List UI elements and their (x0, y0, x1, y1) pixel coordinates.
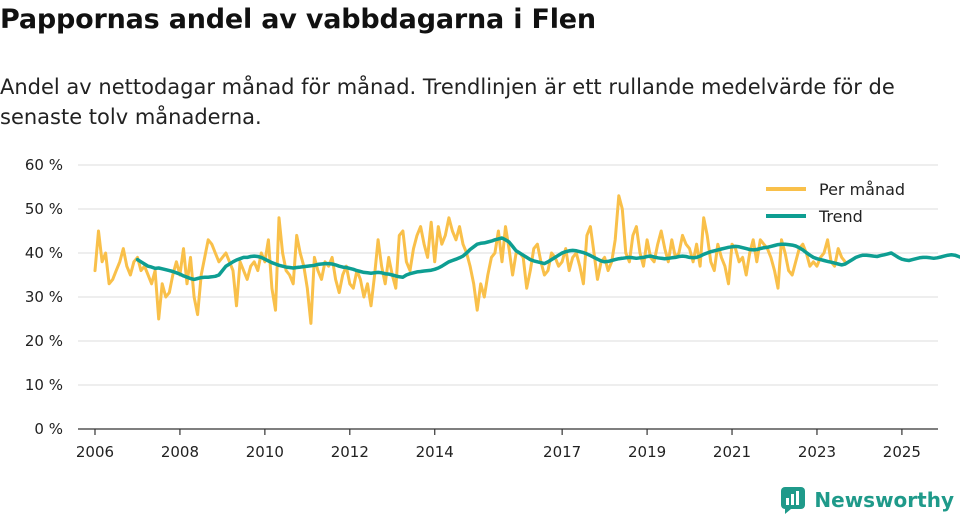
legend-label-monthly: Per månad (819, 180, 905, 199)
series-line-trend (135, 236, 960, 282)
grid-layer (78, 164, 938, 386)
x-tick-label: 2010 (246, 443, 284, 461)
x-tick-label: 2014 (416, 443, 454, 461)
legend: Per månad Trend (766, 180, 905, 226)
axis-layer: 0 % 10 % 20 % 30 % 40 % 50 % 60 % 2006 2008 2010 2… (25, 156, 938, 461)
brand-name: Newsworthy (814, 488, 954, 512)
y-tick-label: 60 % (25, 156, 63, 174)
x-tick-label: 2008 (161, 443, 199, 461)
x-tick-label: 2012 (331, 443, 369, 461)
series-line-monthly (93, 194, 847, 325)
y-tick-label: 0 % (34, 420, 63, 438)
newsworthy-logo-icon (781, 487, 806, 514)
chart-title: Pappornas andel av vabbdagarna i Flen (0, 4, 596, 35)
y-tick-label: 40 % (25, 244, 63, 262)
x-tick-label: 2017 (543, 443, 581, 461)
brand-logo: Newsworthy (780, 486, 954, 514)
y-tick-label: 50 % (25, 200, 63, 218)
y-tick-label: 30 % (25, 288, 63, 306)
x-tick-label: 2023 (798, 443, 836, 461)
x-tick-label: 2006 (76, 443, 114, 461)
x-tick-label: 2025 (883, 443, 921, 461)
x-tick-label: 2019 (628, 443, 666, 461)
y-tick-label: 10 % (25, 376, 63, 394)
legend-label-trend: Trend (818, 207, 863, 226)
y-tick-label: 20 % (25, 332, 63, 350)
series-layer (93, 194, 960, 325)
x-tick-label: 2021 (713, 443, 751, 461)
chart-subtitle: Andel av nettodagar månad för månad. Tre… (0, 75, 895, 129)
